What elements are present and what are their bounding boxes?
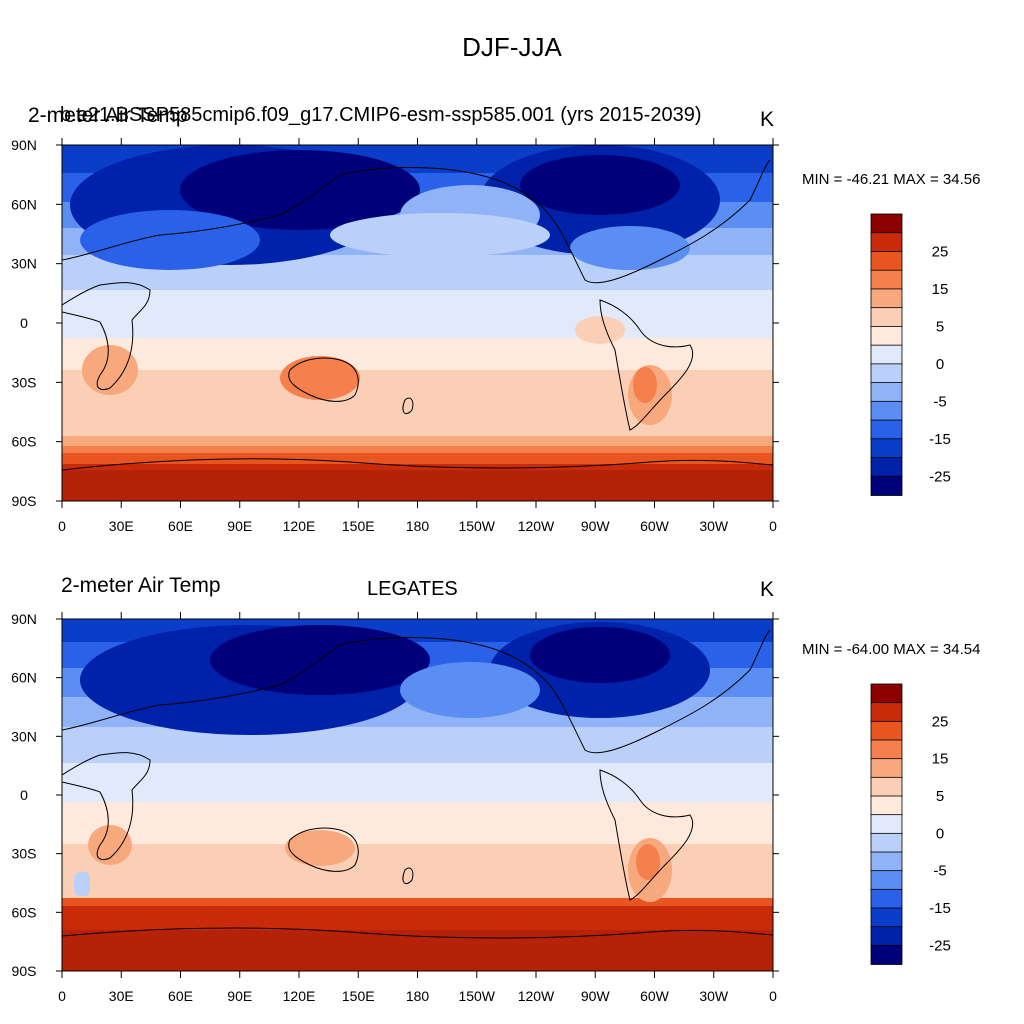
panel-2-units: K — [760, 578, 775, 601]
colorbar-swatch — [870, 832, 903, 853]
colorbar-label: 15 — [932, 281, 949, 298]
colorbar-swatch — [870, 926, 903, 947]
colorbar-swatch — [870, 438, 903, 459]
panel-2-stats: MIN = -64.00 MAX = 34.54 — [802, 641, 981, 658]
colorbar-swatch — [870, 400, 903, 421]
lon-label: 0 — [58, 988, 66, 1004]
colorbar-label: 0 — [936, 825, 944, 842]
lat-label: 0 — [20, 787, 28, 803]
colorbar-swatch — [870, 851, 903, 872]
colorbar-label: -25 — [929, 937, 951, 954]
panel-1-center-title: b.e21.BSSP585cmip6.f09_g17.CMIP6-esm-ssp… — [60, 104, 702, 126]
lat-label: 0 — [20, 315, 28, 331]
colorbar-swatch — [870, 702, 903, 723]
colorbar-swatch — [870, 344, 903, 365]
colorbar-swatch — [870, 720, 903, 741]
lat-label: 90S — [12, 493, 37, 509]
lon-label: 60W — [640, 988, 670, 1004]
panel-1-stats: MIN = -46.21 MAX = 34.56 — [802, 171, 981, 188]
colorbar-swatch — [870, 457, 903, 478]
lat-label: 60N — [11, 196, 37, 212]
colorbar-swatch — [870, 795, 903, 816]
lon-label: 60W — [640, 518, 670, 534]
colorbar-swatch — [870, 363, 903, 384]
lon-label: 0 — [769, 988, 777, 1004]
colorbar-swatch — [870, 888, 903, 909]
lat-label: 90N — [11, 611, 37, 627]
colorbar-label: 5 — [936, 318, 944, 335]
colorbar-swatch — [870, 232, 903, 253]
colorbar-swatch — [870, 739, 903, 760]
colorbar-swatch — [870, 269, 903, 290]
lon-label: 0 — [769, 518, 777, 534]
colorbar-swatch — [870, 944, 903, 965]
lon-label: 60E — [168, 518, 193, 534]
colorbar-swatch — [870, 419, 903, 440]
lat-label: 90S — [12, 963, 37, 979]
lon-label: 120W — [518, 518, 555, 534]
lon-label: 150W — [458, 518, 495, 534]
lat-label: 60S — [12, 904, 37, 920]
colorbar-label: 25 — [932, 243, 949, 260]
lat-label: 30S — [12, 846, 37, 862]
lon-label: 150E — [342, 518, 375, 534]
main-title: DJF-JJA — [462, 32, 562, 62]
lon-label: 90E — [227, 518, 252, 534]
colorbar-label: -15 — [929, 900, 951, 917]
lat-label: 60N — [11, 670, 37, 686]
lon-label: 150W — [458, 988, 495, 1004]
lon-label: 60E — [168, 988, 193, 1004]
colorbar-label: 0 — [936, 356, 944, 373]
colorbar-swatch — [870, 907, 903, 928]
lon-label: 120W — [518, 988, 555, 1004]
lon-label: 30W — [699, 518, 729, 534]
colorbar-swatch — [870, 251, 903, 272]
panel-2-left-title: 2-meter Air Temp — [61, 574, 221, 597]
lon-label: 90W — [581, 518, 611, 534]
lat-label: 60S — [12, 434, 37, 450]
panel-1-left-title: 2-meter Air Temp — [28, 104, 188, 127]
lon-label: 0 — [58, 518, 66, 534]
lon-label: 90W — [581, 988, 611, 1004]
lat-label: 90N — [11, 137, 37, 153]
colorbar-label: 15 — [932, 751, 949, 768]
colorbar-swatch — [870, 307, 903, 328]
lat-label: 30S — [12, 374, 37, 390]
colorbar-swatch — [870, 325, 903, 347]
panel-1-units: K — [760, 108, 775, 131]
panel-2-map — [62, 619, 773, 971]
colorbar-label: -15 — [929, 431, 951, 448]
colorbar-swatch — [870, 758, 903, 779]
lon-label: 150E — [342, 988, 375, 1004]
lon-label: 120E — [283, 988, 316, 1004]
lon-label: 90E — [227, 988, 252, 1004]
lon-label: 30E — [109, 988, 134, 1004]
lon-label: 180 — [406, 988, 430, 1004]
lon-label: 30W — [699, 988, 729, 1004]
colorbar-label: -25 — [929, 468, 951, 485]
panel-1-map — [62, 145, 773, 501]
lon-label: 180 — [406, 518, 430, 534]
lat-label: 30N — [11, 728, 37, 744]
colorbar-label: 25 — [932, 713, 949, 730]
colorbar-swatch — [870, 382, 903, 403]
colorbar-swatch — [870, 288, 903, 309]
colorbar-label: -5 — [933, 393, 946, 410]
colorbar-label: -5 — [933, 863, 946, 880]
colorbar-swatch — [870, 870, 903, 891]
lat-label: 30N — [11, 256, 37, 272]
colorbar-swatch — [870, 475, 903, 496]
lon-label: 30E — [109, 518, 134, 534]
colorbar-swatch — [870, 683, 903, 704]
colorbar-swatch — [870, 213, 903, 234]
lon-label: 120E — [283, 518, 316, 534]
colorbar-label: 5 — [936, 788, 944, 805]
colorbar-swatch — [870, 776, 903, 797]
panel-2-center-title: LEGATES — [367, 578, 458, 600]
colorbar-swatch — [870, 814, 903, 835]
